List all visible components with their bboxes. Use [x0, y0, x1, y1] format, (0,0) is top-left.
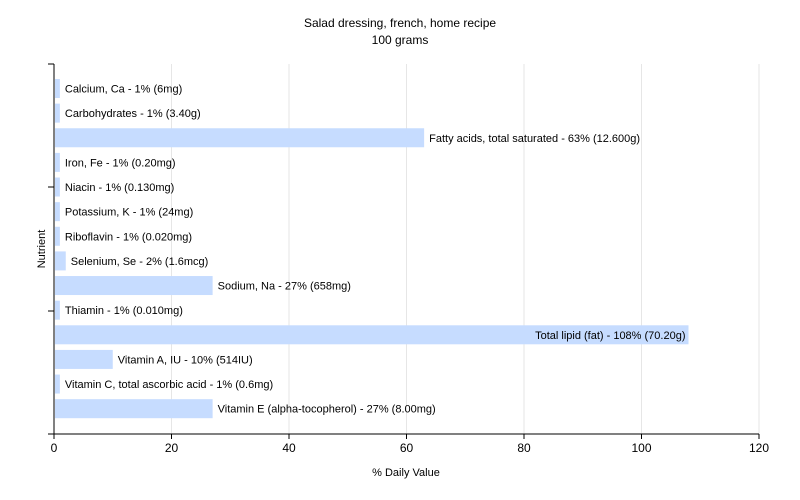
- bar: [55, 251, 66, 271]
- bar-data-label: Thiamin - 1% (0.010mg): [65, 305, 183, 317]
- bar-data-label: Fatty acids, total saturated - 63% (12.6…: [429, 133, 640, 145]
- bar: [55, 374, 60, 394]
- x-tick-label: 60: [400, 441, 414, 455]
- x-tick-label: 80: [517, 441, 531, 455]
- bar-data-label: Calcium, Ca - 1% (6mg): [65, 84, 182, 96]
- y-axis-title: Nutrient: [36, 230, 48, 269]
- bar-data-label: Riboflavin - 1% (0.020mg): [65, 231, 192, 243]
- bar-data-label: Vitamin A, IU - 10% (514IU): [118, 354, 253, 366]
- x-tick-label: 20: [165, 441, 179, 455]
- bar: [55, 152, 60, 172]
- bar-data-label: Niacin - 1% (0.130mg): [65, 182, 174, 194]
- grid-lines: [171, 64, 760, 434]
- bar: [55, 325, 689, 345]
- bar: [55, 276, 213, 296]
- bars-group: Calcium, Ca - 1% (6mg) Carbohydrates - 1%…: [55, 79, 689, 419]
- bar: [55, 226, 60, 246]
- bar-data-label: Sodium, Na - 27% (658mg): [218, 281, 351, 293]
- x-tick-label: 0: [51, 441, 58, 455]
- bar-data-label: Potassium, K - 1% (24mg): [65, 207, 193, 219]
- bar: [55, 300, 60, 320]
- bar-data-label: Vitamin E (alpha-tocopherol) - 27% (8.00…: [218, 404, 436, 416]
- bar: [55, 79, 60, 98]
- bar: [55, 202, 60, 222]
- bar: [55, 128, 425, 148]
- bar-data-label: Selenium, Se - 2% (1.6mcg): [71, 256, 209, 268]
- bar-data-label: Vitamin C, total ascorbic acid - 1% (0.6…: [65, 379, 273, 391]
- chart-subtitle: 100 grams: [372, 33, 429, 47]
- x-axis-title: % Daily Value: [372, 467, 440, 479]
- bar-data-label: Iron, Fe - 1% (0.20mg): [65, 157, 176, 169]
- bar-data-label: Carbohydrates - 1% (3.40g): [65, 108, 201, 120]
- x-tick-label: 40: [282, 441, 296, 455]
- x-tick-label: 100: [631, 441, 651, 455]
- chart-title: Salad dressing, french, home recipe: [304, 16, 496, 30]
- x-ticks-group: 0 20 40 60 80 100 120: [51, 434, 769, 455]
- x-tick-label: 120: [749, 441, 769, 455]
- bar: [55, 399, 213, 419]
- bar: [55, 349, 113, 369]
- bar: [55, 103, 60, 123]
- bar: [55, 177, 60, 197]
- bar-data-label: Total lipid (fat) - 108% (70.20g): [535, 330, 685, 342]
